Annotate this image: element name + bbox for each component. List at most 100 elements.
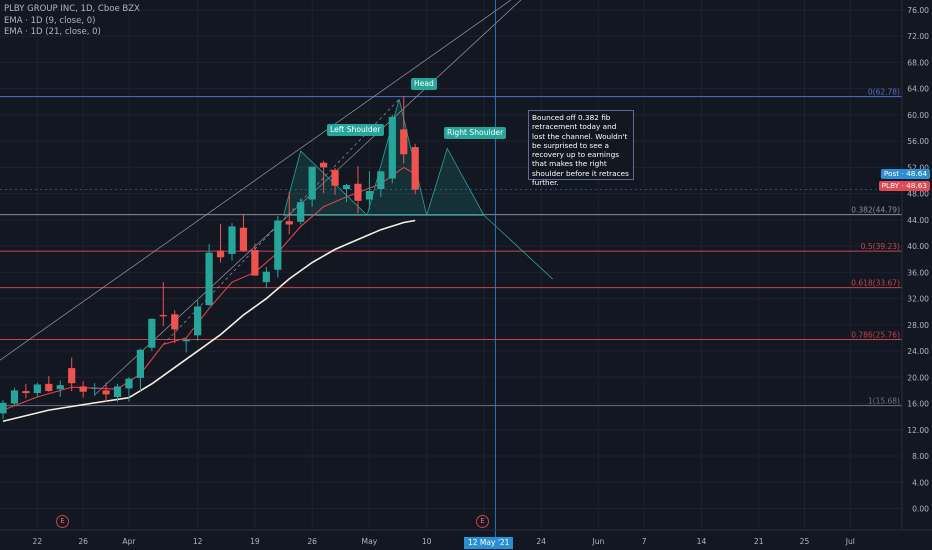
price-tick-label: 20.00 — [907, 373, 929, 382]
time-tick-label: Jul — [845, 537, 855, 546]
time-tick-label: 26 — [78, 537, 88, 546]
fib-level-label: 0.618(33.67) — [851, 279, 900, 288]
candle-body — [388, 116, 396, 179]
price-tick-label: 76.00 — [907, 6, 929, 15]
symbol-legend[interactable]: PLBY GROUP INC, 1D, Cboe BZX — [4, 4, 140, 14]
time-tick-label: 7 — [642, 537, 647, 546]
price-axis[interactable]: 76.00 72.00 68.00 64.00 60.00 56.00 52.00 48.00… — [901, 0, 929, 530]
candle-body — [377, 171, 385, 190]
fib-level-label: 0.786(25.76) — [851, 331, 900, 340]
candle-body — [136, 349, 144, 378]
candle-body — [148, 318, 156, 348]
time-tick-label: 12 — [193, 537, 203, 546]
price-tick-label: 32.00 — [907, 295, 929, 304]
fib-level-label: 0.5(39.23) — [861, 242, 900, 251]
post-value: 48.64 — [906, 169, 927, 178]
crosshair-date-label: 12 May '21 — [464, 537, 514, 549]
candle-body — [171, 314, 179, 330]
note-callout[interactable]: Bounced off 0.382 fib retracement today … — [528, 110, 634, 187]
candle-body — [205, 252, 213, 306]
symbol-value: 48.63 — [906, 181, 927, 190]
price-tick-label: 56.00 — [907, 137, 929, 146]
candle-body — [297, 202, 305, 222]
price-tick-label: 24.00 — [907, 347, 929, 356]
fib-retracement[interactable]: 0(62.78) 0.382(44.79) 0.5(39.23) 0.618(33.6… — [0, 88, 902, 407]
time-tick-label: 24 — [536, 537, 546, 546]
candle-body — [365, 190, 373, 200]
candle-body — [228, 226, 236, 254]
fib-level-label: 0.382(44.79) — [851, 206, 900, 215]
candle-body — [102, 390, 110, 395]
time-tick-label: 19 — [250, 537, 260, 546]
candle-body — [125, 378, 133, 389]
time-tick-label: May — [362, 537, 378, 546]
candle-body — [113, 386, 122, 397]
candle-body — [194, 306, 202, 336]
candle-body — [22, 391, 30, 394]
candle-body — [331, 170, 339, 186]
price-tick-label: 0.00 — [912, 505, 929, 514]
price-tick-label: 64.00 — [907, 85, 929, 94]
price-tick-label: 16.00 — [907, 400, 929, 409]
candle-body — [308, 166, 316, 200]
right-shoulder-shape — [426, 147, 485, 216]
candle-body — [285, 221, 293, 225]
time-tick-label: 21 — [754, 537, 764, 546]
left-shoulder-label[interactable]: Left Shoulder — [327, 124, 384, 136]
earnings-icon[interactable]: E — [476, 515, 489, 528]
earnings-icon[interactable]: E — [56, 515, 69, 528]
candle-body — [262, 271, 270, 283]
candlesticks — [0, 95, 419, 420]
time-tick-label: Jun — [591, 537, 604, 546]
candle-body — [45, 383, 53, 392]
candle-body — [400, 129, 408, 155]
time-tick-label: 22 — [33, 537, 43, 546]
fib-level-label: 0(62.78) — [868, 88, 900, 97]
chart-legend: PLBY GROUP INC, 1D, Cboe BZX EMA · 1D (9… — [4, 4, 140, 39]
price-tick-label: 68.00 — [907, 58, 929, 67]
price-tick-label: 44.00 — [907, 216, 929, 225]
candle-body — [91, 387, 99, 389]
candle-body — [33, 384, 41, 394]
candle-body — [251, 250, 259, 276]
price-tick-label: 36.00 — [907, 268, 929, 277]
ema21-legend[interactable]: EMA · 1D (21, close, 0) — [4, 27, 101, 37]
time-tick-label: 14 — [697, 537, 707, 546]
candle-body — [68, 368, 76, 384]
crosshair — [0, 0, 902, 537]
candle-body — [239, 227, 248, 251]
time-tick-label: 25 — [800, 537, 810, 546]
post-price-tag: Post · 48.64 — [880, 169, 930, 179]
price-tick-label: 12.00 — [907, 426, 929, 435]
time-tick-label: Apr — [122, 537, 136, 546]
fib-level-label: 1(15.68) — [868, 397, 900, 406]
candle-body — [159, 314, 167, 317]
candle-body — [216, 250, 225, 258]
price-tick-label: 52.00 — [907, 163, 929, 172]
candle-body — [56, 385, 64, 390]
candle-body — [411, 147, 419, 190]
right-shoulder-label[interactable]: Right Shoulder — [444, 127, 507, 139]
candle-body — [182, 339, 190, 342]
price-tick-label: 8.00 — [912, 452, 929, 461]
price-tick-label: 28.00 — [907, 321, 929, 330]
projection-line — [483, 214, 553, 280]
candle-body — [274, 220, 282, 270]
time-axis[interactable]: 2226Apr121926May101724Jun7142125Jul — [0, 529, 932, 546]
candle-body — [354, 183, 362, 201]
price-tick-label: 72.00 — [907, 32, 929, 41]
head-label[interactable]: Head — [411, 78, 437, 90]
price-tick-label: 40.00 — [907, 242, 929, 251]
channel-upper-line — [0, 0, 512, 361]
time-tick-label: 10 — [422, 537, 432, 546]
ema9-legend[interactable]: EMA · 1D (9, close, 0) — [4, 15, 96, 26]
candle-body — [342, 185, 351, 190]
price-tick-label: 4.00 — [912, 478, 929, 487]
price-tick-label: 60.00 — [907, 111, 929, 120]
candle-body — [79, 386, 87, 392]
candle-body — [10, 390, 19, 404]
candle-body — [320, 162, 328, 168]
candle-body — [0, 402, 7, 414]
symbol-price-tag: PLBY · 48.63 — [878, 181, 930, 191]
